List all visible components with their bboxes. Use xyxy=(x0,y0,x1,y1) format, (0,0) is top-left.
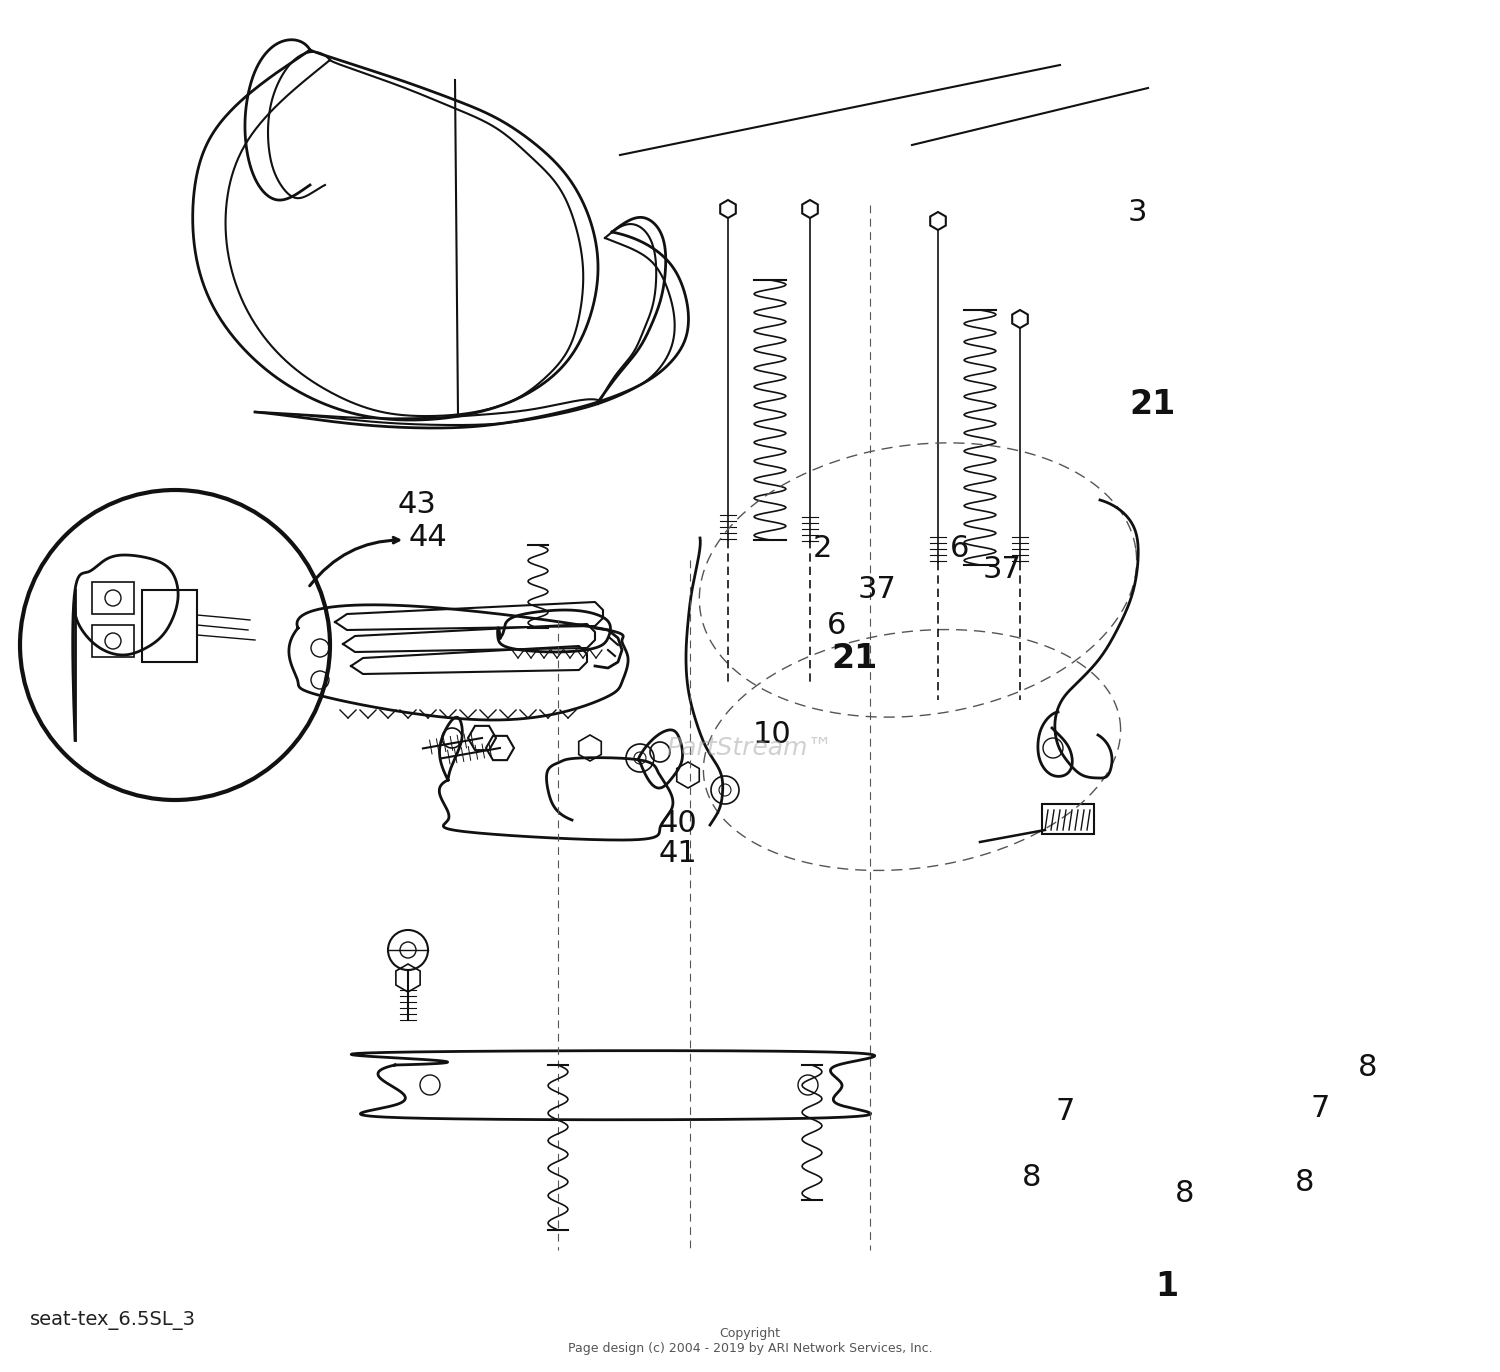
Text: 1: 1 xyxy=(1155,1270,1179,1303)
Text: 6: 6 xyxy=(828,611,846,641)
Text: 37: 37 xyxy=(982,554,1022,584)
Text: 6: 6 xyxy=(951,534,969,564)
Text: 2: 2 xyxy=(813,534,831,564)
Text: PartStream™: PartStream™ xyxy=(666,735,834,760)
Bar xyxy=(142,590,196,663)
Text: 44: 44 xyxy=(408,523,447,553)
Bar xyxy=(92,626,134,657)
Text: 10: 10 xyxy=(753,719,792,749)
Text: 7: 7 xyxy=(1056,1096,1074,1126)
Text: 41: 41 xyxy=(658,838,698,868)
Text: 3: 3 xyxy=(1128,198,1146,228)
Bar xyxy=(1042,804,1094,834)
Bar xyxy=(92,582,134,615)
Text: 8: 8 xyxy=(1294,1168,1314,1198)
Text: 43: 43 xyxy=(398,490,436,520)
Text: 40: 40 xyxy=(658,808,698,838)
Text: 8: 8 xyxy=(1176,1179,1194,1209)
Text: 21: 21 xyxy=(833,642,878,675)
Text: Page design (c) 2004 - 2019 by ARI Network Services, Inc.: Page design (c) 2004 - 2019 by ARI Netwo… xyxy=(567,1342,933,1356)
Text: seat-tex_6.5SL_3: seat-tex_6.5SL_3 xyxy=(30,1312,196,1329)
Text: 37: 37 xyxy=(858,575,897,605)
Text: Copyright: Copyright xyxy=(720,1327,780,1340)
Text: 7: 7 xyxy=(1311,1093,1329,1124)
Text: 8: 8 xyxy=(1023,1162,1041,1192)
Text: 8: 8 xyxy=(1359,1052,1377,1083)
Text: 21: 21 xyxy=(1130,388,1174,421)
